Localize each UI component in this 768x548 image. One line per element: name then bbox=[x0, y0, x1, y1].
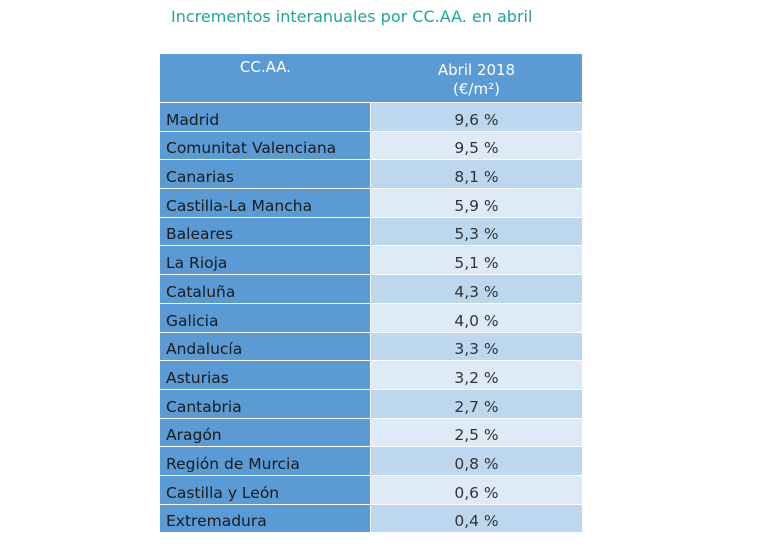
region-cell: Baleares bbox=[160, 217, 371, 246]
region-cell: Castilla-La Mancha bbox=[160, 189, 371, 217]
value-cell: 4,0 % bbox=[371, 303, 582, 332]
data-table: CC.AA. Abril 2018 (€/m²) Madrid 9,6 % Comu… bbox=[160, 54, 582, 533]
region-cell: Cantabria bbox=[160, 389, 371, 418]
table-row: La Rioja 5,1 % bbox=[160, 245, 582, 275]
value-cell: 2,5 % bbox=[371, 418, 582, 447]
value-cell: 9,6 % bbox=[371, 103, 582, 131]
region-cell: Andalucía bbox=[160, 332, 371, 361]
value-cell: 2,7 % bbox=[371, 389, 582, 418]
table-row: Madrid 9,6 % bbox=[160, 102, 582, 131]
region-cell: Extremadura bbox=[160, 504, 371, 533]
header-region: CC.AA. bbox=[160, 54, 371, 102]
header-value: Abril 2018 (€/m²) bbox=[371, 54, 582, 102]
value-cell: 0,6 % bbox=[371, 475, 582, 504]
region-cell: Madrid bbox=[160, 103, 371, 131]
value-cell: 3,2 % bbox=[371, 361, 582, 389]
table-row: Galicia 4,0 % bbox=[160, 302, 582, 332]
table-row: Andalucía 3,3 % bbox=[160, 331, 582, 361]
table-row: Comunitat Valenciana 9,5 % bbox=[160, 130, 582, 160]
table-row: Baleares 5,3 % bbox=[160, 216, 582, 246]
value-cell: 5,3 % bbox=[371, 217, 582, 246]
table-row: Asturias 3,2 % bbox=[160, 360, 582, 389]
value-cell: 3,3 % bbox=[371, 332, 582, 361]
table-row: Cantabria 2,7 % bbox=[160, 388, 582, 418]
value-cell: 5,1 % bbox=[371, 246, 582, 275]
table-row: Canarias 8,1 % bbox=[160, 159, 582, 189]
value-cell: 5,9 % bbox=[371, 189, 582, 217]
header-value-line1: Abril 2018 bbox=[437, 61, 516, 79]
value-cell: 8,1 % bbox=[371, 160, 582, 189]
region-cell: Aragón bbox=[160, 418, 371, 447]
region-cell: Galicia bbox=[160, 303, 371, 332]
value-cell: 4,3 % bbox=[371, 275, 582, 303]
table-row: Castilla y León 0,6 % bbox=[160, 474, 582, 504]
table-row: Castilla-La Mancha 5,9 % bbox=[160, 188, 582, 217]
table-body: Madrid 9,6 % Comunitat Valenciana 9,5 % Cana… bbox=[160, 102, 582, 533]
value-cell: 0,8 % bbox=[371, 447, 582, 475]
table-header: CC.AA. Abril 2018 (€/m²) bbox=[160, 54, 582, 102]
value-cell: 0,4 % bbox=[371, 504, 582, 533]
region-cell: Castilla y León bbox=[160, 475, 371, 504]
region-cell: Asturias bbox=[160, 361, 371, 389]
region-cell: La Rioja bbox=[160, 246, 371, 275]
table-row: Extremadura 0,4 % bbox=[160, 503, 582, 533]
region-cell: Cataluña bbox=[160, 275, 371, 303]
region-cell: Canarias bbox=[160, 160, 371, 189]
table-row: Región de Murcia 0,8 % bbox=[160, 446, 582, 475]
region-cell: Comunitat Valenciana bbox=[160, 131, 371, 160]
value-cell: 9,5 % bbox=[371, 131, 582, 160]
table-row: Cataluña 4,3 % bbox=[160, 274, 582, 303]
header-value-line2: (€/m²) bbox=[453, 80, 500, 98]
table-row: Aragón 2,5 % bbox=[160, 417, 582, 447]
region-cell: Región de Murcia bbox=[160, 447, 371, 475]
table-title: Incrementos interanuales por CC.AA. en a… bbox=[171, 7, 533, 26]
